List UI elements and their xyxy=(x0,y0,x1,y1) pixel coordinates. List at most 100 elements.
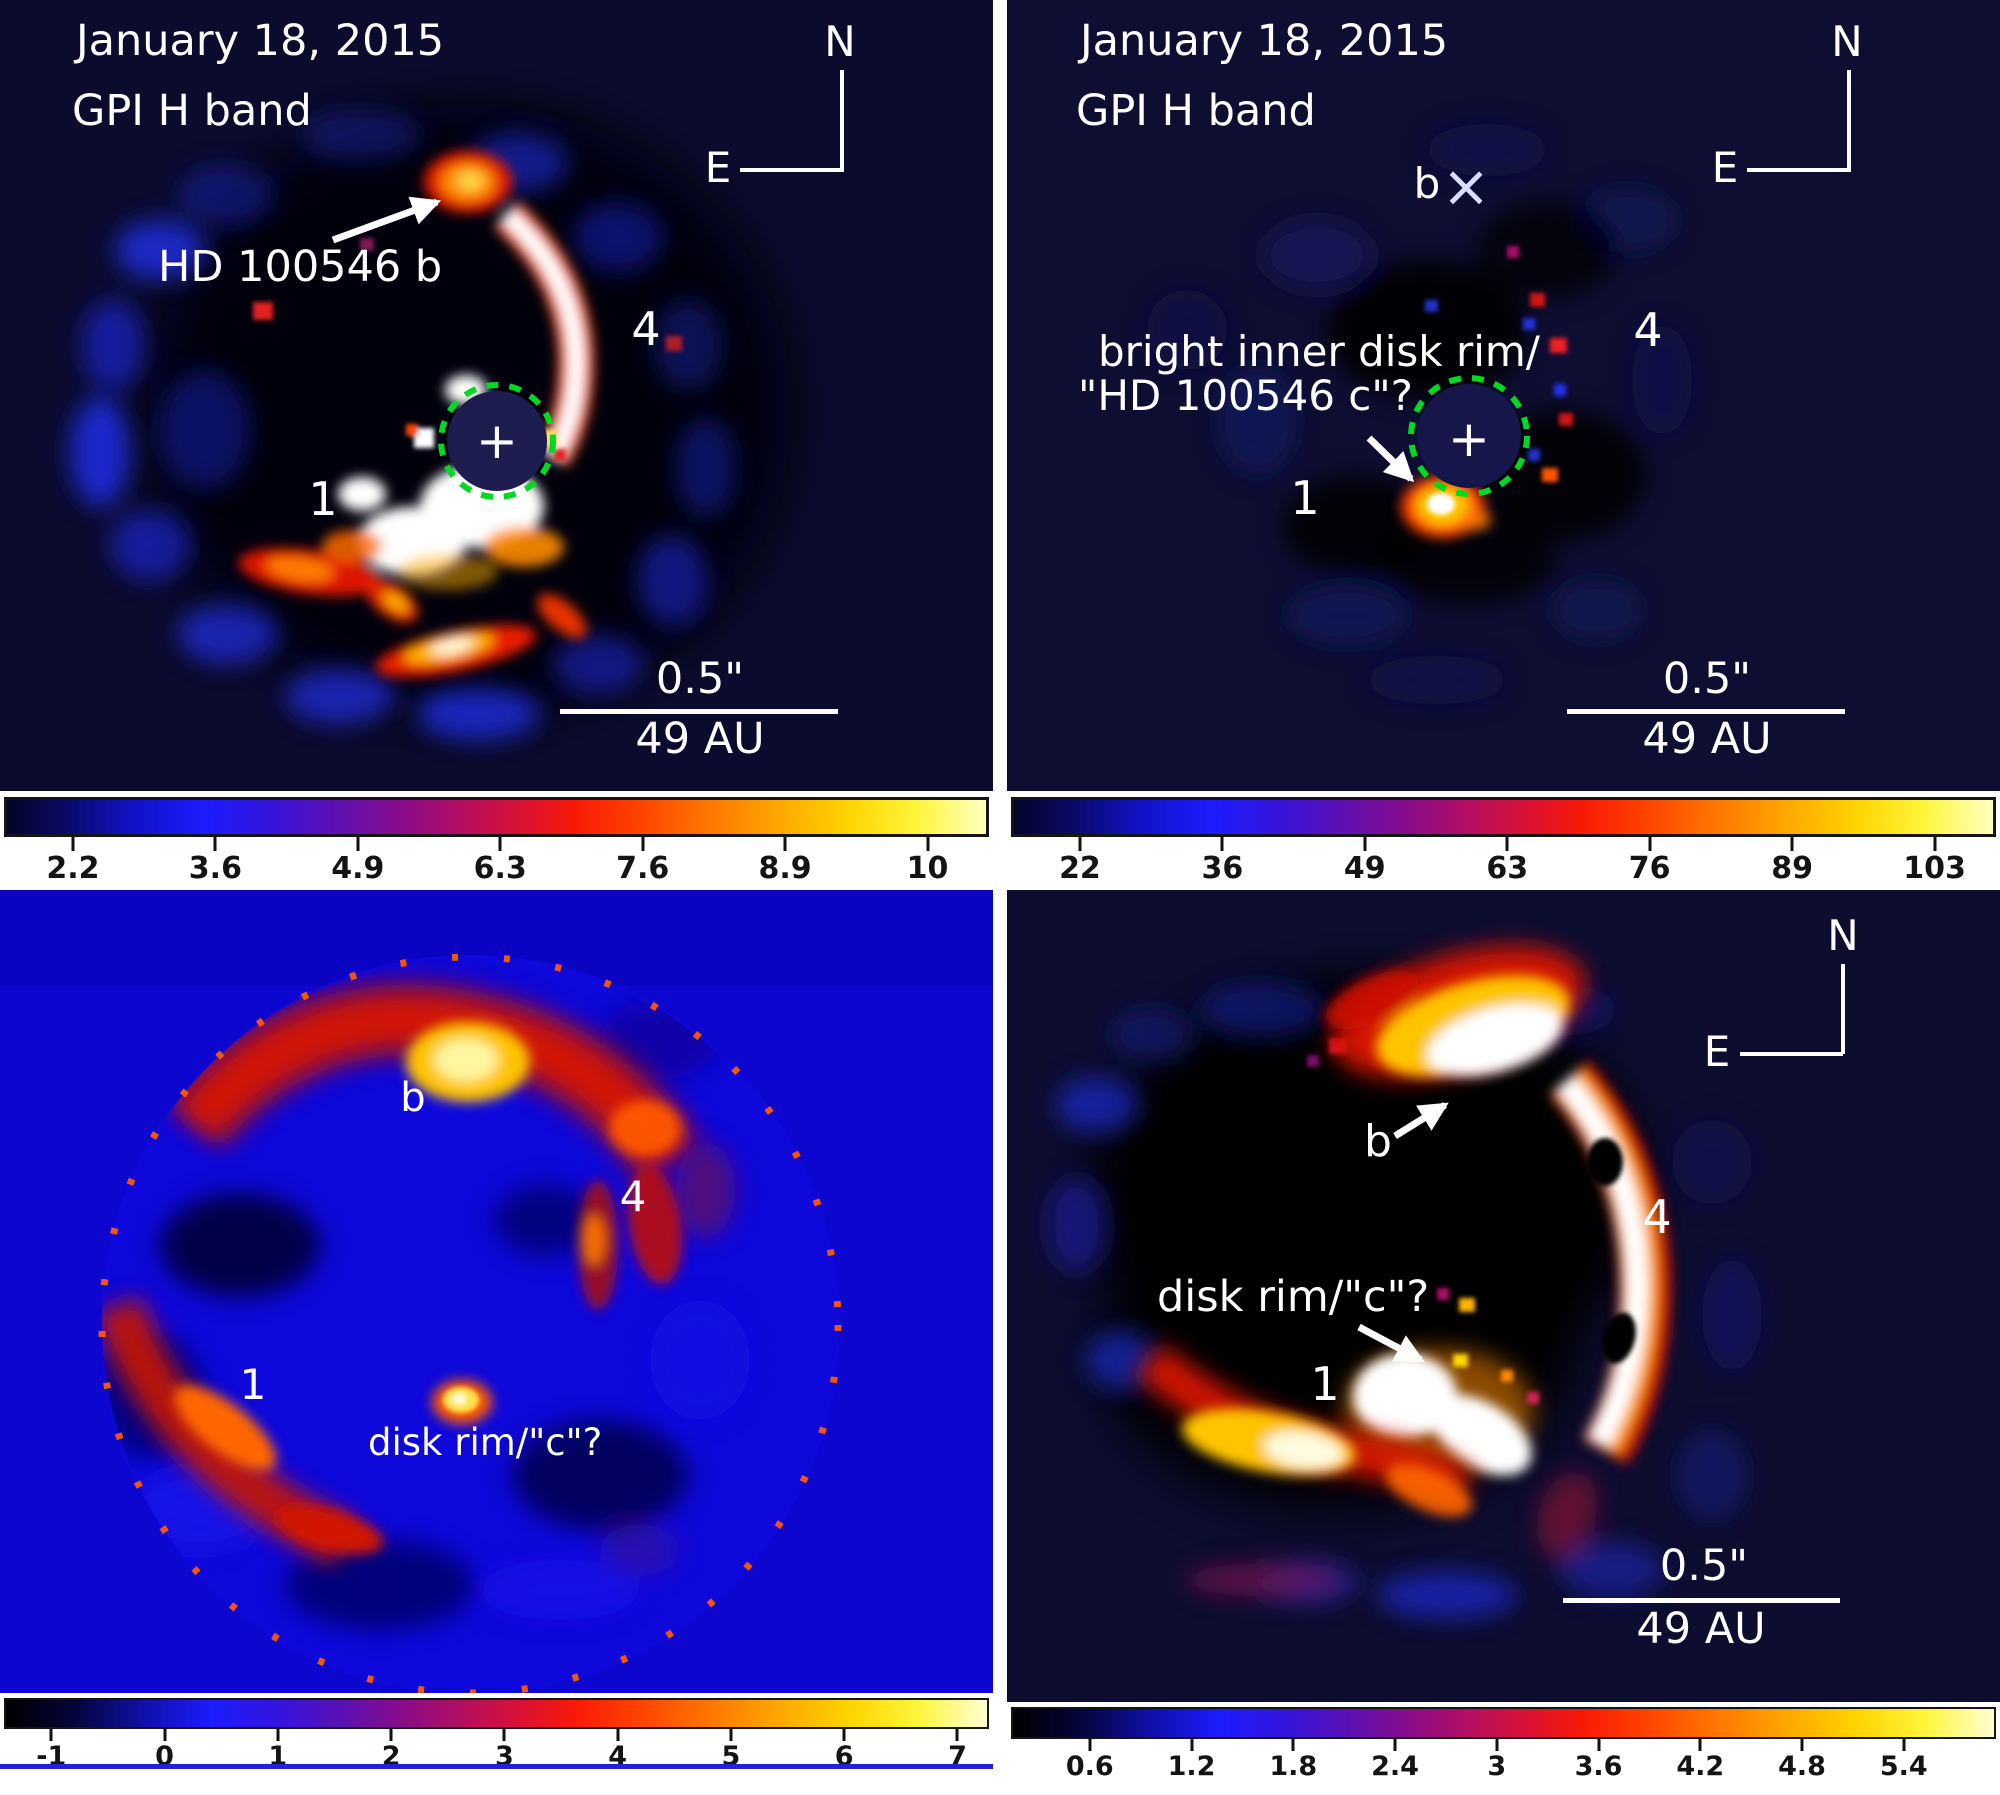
colorbar-tick-label: 4 xyxy=(608,1741,628,1772)
scalebar-distance-label: 49 AU xyxy=(1636,1604,1766,1654)
planet-b-cross-marker: × xyxy=(1441,152,1491,220)
field-of-view-rim-dots xyxy=(98,953,842,1693)
colorbar-tick-mark xyxy=(498,837,502,851)
compass-east-label: E xyxy=(1711,143,1739,192)
colorbar-tick-label: 1 xyxy=(268,1741,288,1772)
panel-top-left-snr-image: January 18, 2015 GPI H band HD 100546 b … xyxy=(0,0,993,791)
colorbar-top-left: 2.2 3.6 4.9 6.3 7.6 8.9 10 xyxy=(4,797,989,893)
compass-north-label: N xyxy=(824,17,856,66)
colorbar-tick-mark xyxy=(1505,837,1509,851)
panel-art-bottom-right xyxy=(1007,890,2000,1702)
panel-bottom-right-ref-subtracted-image: b disk rim/"c"? 1 4 N E 0.5" 49 AU xyxy=(1007,890,2000,1702)
colorbar-tick-row: 22 36 49 63 76 89 103 xyxy=(1011,837,1996,893)
colorbar-tick-mark xyxy=(842,1729,846,1741)
colorbar-tick-mark xyxy=(1698,1739,1702,1751)
spiral-arm-4-label: 4 xyxy=(631,302,661,356)
colorbar-gradient xyxy=(4,1698,989,1729)
colorbar-tick-label: 1.8 xyxy=(1269,1751,1318,1782)
colorbar-tick-mark xyxy=(356,837,360,851)
planet-b-label: b xyxy=(400,1075,426,1121)
colorbar-tick-mark xyxy=(49,1729,53,1741)
panel-art-top-left xyxy=(0,0,993,791)
colorbar-tick-mark xyxy=(1078,837,1082,851)
star-position-marker: + xyxy=(1448,410,1490,468)
date-label: January 18, 2015 xyxy=(1080,16,1449,66)
colorbar-tick-mark xyxy=(1190,1739,1194,1751)
colorbar-tick-mark xyxy=(389,1729,393,1741)
disk-rim-annotation: disk rim/"c"? xyxy=(1157,1272,1430,1322)
colorbar-tick-mark xyxy=(926,837,930,851)
colorbar-tick-label: 3 xyxy=(1487,1751,1507,1782)
colorbar-tick-label: 10 xyxy=(906,851,949,886)
colorbar-tick-label: 7.6 xyxy=(616,851,670,886)
colorbar-tick-mark xyxy=(502,1729,506,1741)
compass-north-label: N xyxy=(1831,17,1863,66)
spiral-arm-4-label: 4 xyxy=(1642,1190,1672,1244)
colorbar-tick-row: 0.6 1.2 1.8 2.4 3 3.6 4.2 4.8 5.4 xyxy=(1011,1739,1996,1795)
colorbar-tick-label: 3.6 xyxy=(188,851,242,886)
colorbar-tick-label: 4.8 xyxy=(1778,1751,1826,1782)
planet-b-arrow xyxy=(1393,1102,1449,1139)
compass-north-line xyxy=(1841,964,1845,1054)
colorbar-tick-label: 0 xyxy=(155,1741,174,1772)
disk-rim-arrow xyxy=(1366,435,1415,483)
colorbar-tick-label: 4.9 xyxy=(331,851,385,886)
colorbar-tick-label: 63 xyxy=(1486,851,1529,886)
colorbar-tick-label: 4.2 xyxy=(1676,1751,1725,1782)
spiral-arm-1-label: 1 xyxy=(308,472,338,526)
colorbar-tick-label: 6 xyxy=(834,1741,854,1772)
scalebar-angle-label: 0.5" xyxy=(655,654,745,704)
compass-north-line xyxy=(1847,70,1851,170)
colorbar-gradient xyxy=(1011,1707,1996,1739)
colorbar-tick-label: 49 xyxy=(1343,851,1386,886)
disk-rim-annotation: disk rim/"c"? xyxy=(368,1421,603,1464)
coronagraph-mask-circle xyxy=(438,382,556,500)
colorbar-tick-mark xyxy=(1648,837,1652,851)
panel-art-top-right xyxy=(1007,0,2000,791)
colorbar-gradient xyxy=(4,797,989,837)
colorbar-gradient xyxy=(1011,797,1996,837)
bottom-left-frame-line xyxy=(0,1764,993,1769)
spiral-arm-1-label: 1 xyxy=(1310,1357,1340,1411)
colorbar-tick-mark xyxy=(1933,837,1937,851)
compass-east-label: E xyxy=(1703,1027,1731,1076)
compass-north-line xyxy=(840,70,844,170)
colorbar-tick-mark xyxy=(1291,1739,1295,1751)
colorbar-tick-label: 103 xyxy=(1903,851,1966,886)
colorbar-tick-mark xyxy=(1220,837,1224,851)
colorbar-tick-label: 0.6 xyxy=(1065,1751,1114,1782)
compass-east-line xyxy=(740,168,844,172)
colorbar-tick-label: 2.2 xyxy=(46,851,100,886)
star-mask-core xyxy=(1417,384,1521,488)
colorbar-tick-label: 36 xyxy=(1201,851,1244,886)
colorbar-tick-mark xyxy=(1790,837,1794,851)
scalebar-distance-label: 49 AU xyxy=(635,714,765,764)
disk-rim-annotation-line1: bright inner disk rim/ xyxy=(1098,327,1540,376)
colorbar-tick-mark xyxy=(1495,1739,1499,1751)
colorbar-tick-mark xyxy=(276,1729,280,1741)
colorbar-tick-mark xyxy=(1393,1739,1397,1751)
scalebar-line xyxy=(1563,1598,1840,1603)
colorbar-tick-mark xyxy=(1088,1739,1092,1751)
scalebar-angle-label: 0.5" xyxy=(1662,654,1752,704)
colorbar-bottom-right: 0.6 1.2 1.8 2.4 3 3.6 4.2 4.8 5.4 xyxy=(1011,1707,1996,1795)
spiral-arm-4-label: 4 xyxy=(1633,303,1663,357)
colorbar-tick-mark xyxy=(729,1729,733,1741)
star-position-marker: + xyxy=(476,412,518,470)
colorbar-tick-mark xyxy=(955,1729,959,1741)
colorbar-tick-label: 2 xyxy=(381,1741,401,1772)
planet-b-arrow xyxy=(331,196,442,244)
planet-b-marker-label: b xyxy=(1413,159,1441,208)
colorbar-tick-label: 2.4 xyxy=(1371,1751,1419,1782)
colorbar-tick-row: 2.2 3.6 4.9 6.3 7.6 8.9 10 xyxy=(4,837,989,893)
colorbar-tick-label: 22 xyxy=(1059,851,1101,886)
colorbar-tick-mark xyxy=(1902,1739,1906,1751)
planet-b-annotation: HD 100546 b xyxy=(158,242,443,292)
colorbar-tick-mark xyxy=(1597,1739,1601,1751)
scalebar-line xyxy=(560,709,838,714)
panel-bottom-left-smoothed-image: b 4 1 disk rim/"c"? xyxy=(0,890,993,1693)
scalebar-distance-label: 49 AU xyxy=(1642,714,1772,764)
colorbar-tick-label: 5 xyxy=(721,1741,741,1772)
spiral-arm-1-label: 1 xyxy=(239,1360,267,1409)
